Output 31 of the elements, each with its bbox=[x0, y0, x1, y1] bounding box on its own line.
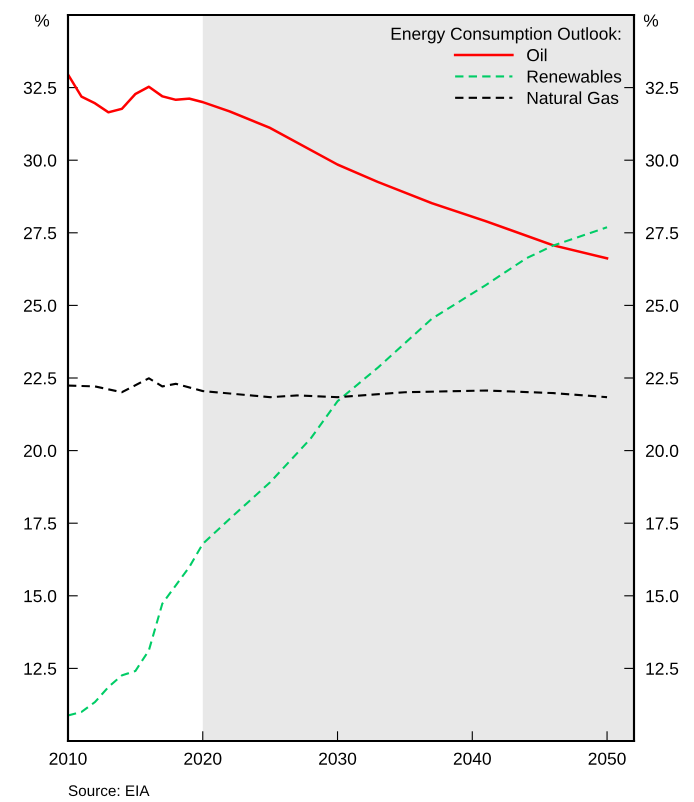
x-tick-label: 2020 bbox=[184, 752, 222, 765]
y-tick-label: 22.5 bbox=[24, 372, 56, 384]
y-tick-label: 30.0 bbox=[24, 154, 56, 167]
line-series bbox=[68, 226, 608, 716]
legend-label: Renewables bbox=[528, 70, 622, 83]
legend-label: Oil bbox=[527, 48, 546, 62]
y-axis-title: % bbox=[34, 14, 50, 27]
legend-label: Natural Gas bbox=[528, 91, 618, 104]
y-tick-label: 25.0 bbox=[24, 300, 56, 312]
y2-tick-label: 12.5 bbox=[646, 662, 678, 675]
y2-tick-label: 32.5 bbox=[646, 82, 678, 94]
y-tick-label: 20.0 bbox=[24, 444, 56, 458]
y2-axis-title: % bbox=[644, 14, 658, 27]
y2-tick-label: 22.5 bbox=[646, 372, 678, 384]
source-note: Source: EIA bbox=[68, 785, 150, 796]
x-tick-label: 2040 bbox=[454, 752, 491, 765]
y-tick-label: 27.5 bbox=[24, 226, 56, 240]
y-tick-label: 17.5 bbox=[24, 518, 56, 530]
y2-tick-label: 15.0 bbox=[646, 590, 678, 602]
y-tick-label: 12.5 bbox=[24, 662, 56, 675]
y-tick-label: 32.5 bbox=[24, 82, 56, 94]
y2-tick-label: 25.0 bbox=[646, 300, 678, 312]
x-tick-label: 2010 bbox=[50, 752, 87, 765]
y2-tick-label: 17.5 bbox=[646, 518, 678, 530]
x-tick-label: 2030 bbox=[319, 752, 356, 765]
y2-tick-label: 30.0 bbox=[646, 154, 678, 167]
y-tick-label: 15.0 bbox=[24, 590, 56, 602]
x-tick-label: 2050 bbox=[588, 752, 626, 765]
y2-tick-label: 20.0 bbox=[646, 444, 678, 458]
legend-title: Energy Consumption Outlook: bbox=[392, 27, 620, 44]
y2-tick-label: 27.5 bbox=[646, 226, 678, 240]
